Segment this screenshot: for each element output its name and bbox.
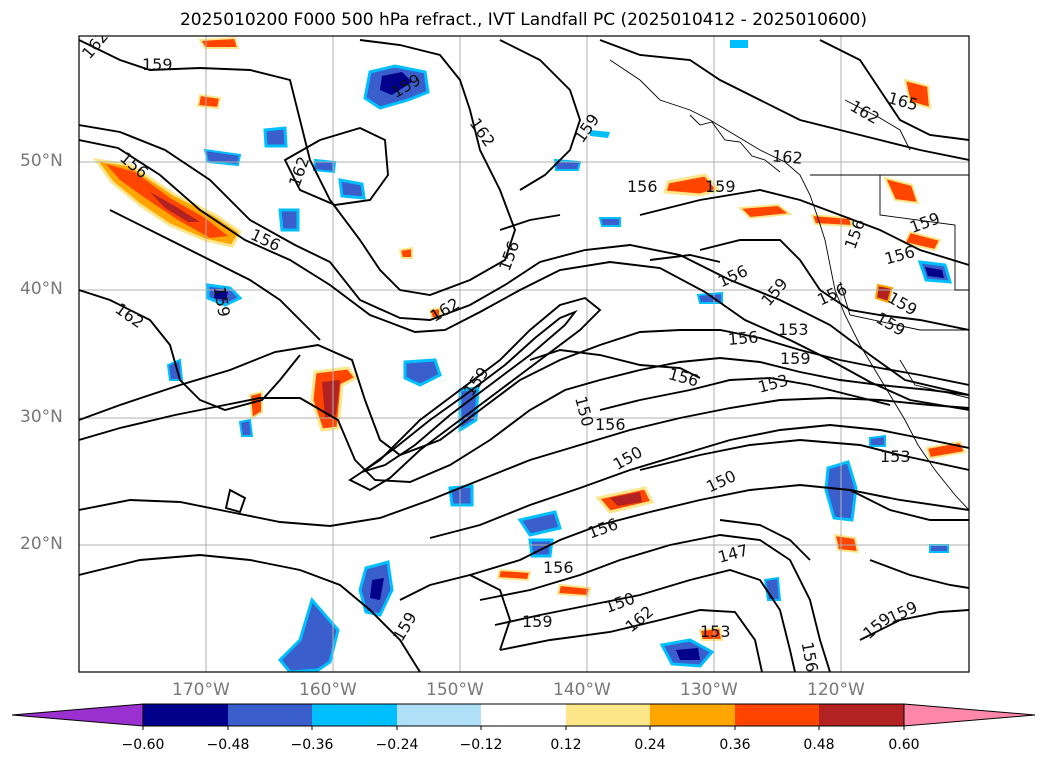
contour-label: 156 <box>543 558 574 577</box>
colorbar-segment <box>481 704 566 726</box>
colorbar-segment <box>650 704 735 726</box>
colorbar-tick-label: 0.36 <box>719 737 751 753</box>
lon-label-170w: 170°W <box>172 680 230 700</box>
lon-label-160w: 160°W <box>299 680 357 700</box>
contour-label: 156 <box>627 177 658 196</box>
refractivity-contours <box>79 39 969 672</box>
lat-label-30n: 30°N <box>20 407 63 427</box>
map-frame <box>78 35 970 673</box>
colorbar-segment <box>566 704 650 726</box>
colorbar-tick-label: 0.60 <box>888 737 920 753</box>
colorbar-tick-label: −0.36 <box>290 737 334 753</box>
coastlines <box>609 59 969 511</box>
negative-anomaly-patches <box>166 40 953 672</box>
map-gridlines <box>79 36 969 672</box>
positive-anomaly-patches <box>92 36 967 641</box>
contour-label: 159 <box>142 55 173 74</box>
contour-label: 153 <box>880 447 911 466</box>
contour-label: 153 <box>700 622 731 641</box>
contour-label: 156 <box>727 327 759 349</box>
contour-label: 156 <box>595 415 626 434</box>
lon-label-130w: 130°W <box>680 680 738 700</box>
lat-label-50n: 50°N <box>20 151 63 171</box>
map-plot-area <box>79 36 969 672</box>
contour-label: 159 <box>780 349 811 368</box>
colorbar-segment <box>312 704 397 726</box>
colorbar-tick-label: −0.24 <box>375 737 419 753</box>
lon-label-120w: 120°W <box>807 680 865 700</box>
colorbar-segment <box>397 704 481 726</box>
contour-label: 153 <box>778 320 809 339</box>
anomaly-shading <box>92 36 967 672</box>
colorbar-segment <box>819 704 904 726</box>
colorbar-segment <box>228 704 312 726</box>
colorbar-tick-label: 0.12 <box>550 737 582 753</box>
colorbar-tick-label: −0.60 <box>121 737 165 753</box>
colorbar-segment <box>735 704 819 726</box>
contour-label: 159 <box>522 612 553 631</box>
colorbar-extend-left <box>11 703 144 727</box>
colorbar-tick-label: −0.12 <box>459 737 503 753</box>
contour-label: 159 <box>705 177 736 196</box>
colorbar-tick-label: 0.48 <box>803 737 835 753</box>
colorbar-segment <box>143 704 228 726</box>
lat-label-20n: 20°N <box>20 534 63 554</box>
lon-label-150w: 150°W <box>426 680 484 700</box>
colorbar-tick-label: 0.24 <box>634 737 666 753</box>
colorbar <box>11 703 1036 730</box>
map-title: 2025010200 F000 500 hPa refract., IVT La… <box>179 10 867 30</box>
colorbar-extend-right <box>903 703 1036 727</box>
contour-label: 162 <box>771 146 803 168</box>
lon-label-140w: 140°W <box>553 680 611 700</box>
lat-label-40n: 40°N <box>20 279 63 299</box>
colorbar-tick-label: −0.48 <box>206 737 250 753</box>
